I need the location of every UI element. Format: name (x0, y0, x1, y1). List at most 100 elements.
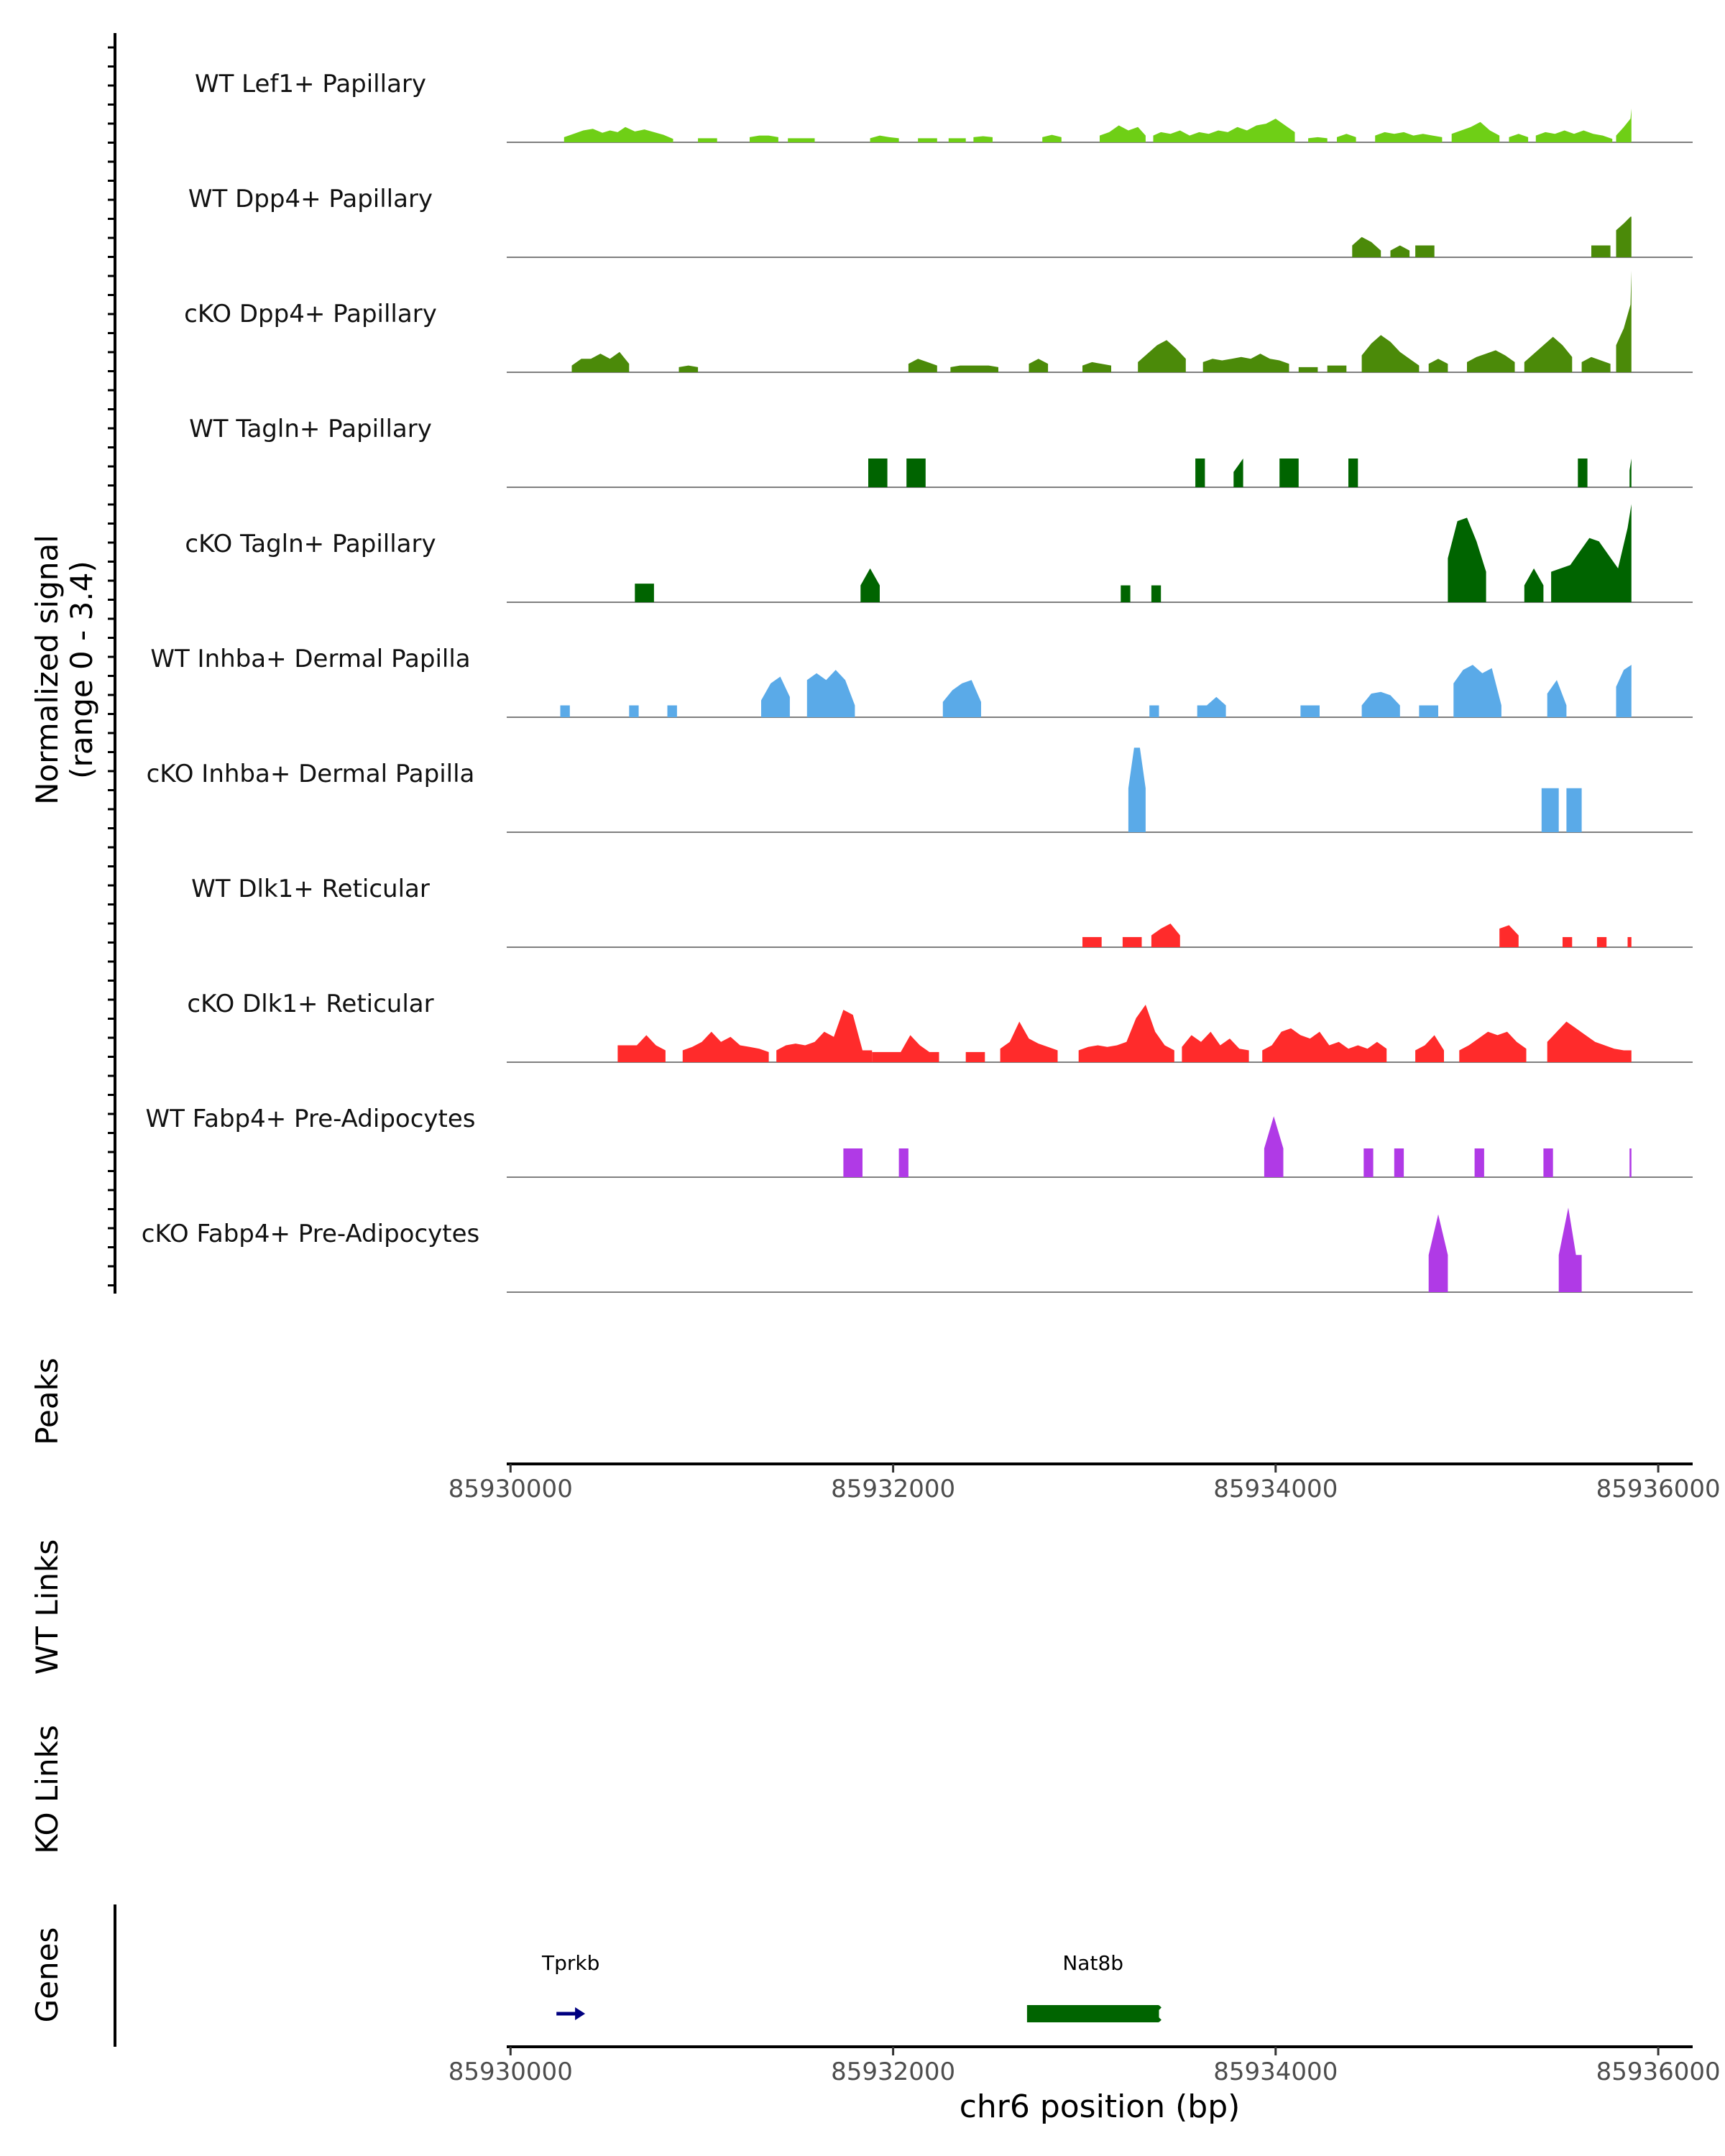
peaks-panel-label: Peaks (29, 1358, 65, 1445)
x-tick-label: 85930000 (448, 1475, 573, 1503)
signal-area (1524, 336, 1573, 372)
signal-area (635, 584, 654, 602)
signal-area (1202, 354, 1289, 372)
signal-area (1327, 365, 1347, 372)
signal-area (1300, 705, 1320, 717)
signal-area (948, 138, 966, 142)
signal-area (678, 365, 699, 372)
signal-area (1543, 1148, 1553, 1177)
x-tick-label: 85930000 (448, 2058, 573, 2086)
x-tick-label: 85932000 (831, 2058, 955, 2086)
signal-area (898, 1148, 908, 1177)
signal-area (682, 1031, 769, 1062)
x-tick-label: 85934000 (1213, 2058, 1338, 2086)
track-label: cKO Dpp4+ Papillary (184, 300, 437, 328)
signal-area (788, 138, 815, 142)
signal-area (806, 670, 855, 717)
signal-area (698, 138, 717, 142)
x-tick-label: 85936000 (1596, 2058, 1721, 2086)
signal-area (1197, 696, 1226, 717)
signal-area (1629, 459, 1632, 487)
signal-area (1264, 1116, 1284, 1177)
signal-area (1233, 459, 1243, 487)
y-axis-range: (range 0 - 3.4) (64, 561, 99, 779)
signal-area (1616, 216, 1632, 257)
signal-area (1535, 130, 1613, 142)
signal-area (1415, 1035, 1444, 1062)
track-label: cKO Fabp4+ Pre-Adipocytes (142, 1220, 480, 1248)
track: WT Dlk1+ Reticular (191, 875, 1693, 948)
signal-area (950, 365, 998, 372)
wt-links-panel-label: WT Links (29, 1539, 65, 1674)
signal-area (1524, 568, 1544, 602)
signal-area (942, 680, 981, 717)
signal-area (1042, 134, 1062, 142)
track: cKO Fabp4+ Pre-Adipocytes (142, 1207, 1693, 1293)
signal-area (1298, 367, 1318, 372)
signal-area (1352, 236, 1381, 257)
signal-area (1509, 134, 1529, 142)
signal-area (560, 705, 570, 717)
signal-area (870, 135, 899, 142)
track-label: WT Inhba+ Dermal Papilla (150, 645, 470, 673)
signal-area (1547, 1021, 1632, 1062)
signal-area (1558, 1207, 1582, 1292)
x-tick-label: 85934000 (1213, 1475, 1338, 1503)
signal-area (629, 705, 639, 717)
signal-area (1629, 1148, 1632, 1177)
signal-area (1153, 119, 1295, 142)
gene-annotations: Tprkb Nat8b (541, 1951, 1162, 2022)
signal-area (1474, 1148, 1484, 1177)
signal-area (1361, 691, 1400, 717)
signal-area (1128, 747, 1146, 832)
y-axis-title: Normalized signal (29, 535, 65, 805)
signal-area (1029, 359, 1049, 372)
signal-area (1578, 459, 1588, 487)
signal-area (860, 568, 880, 602)
peaks-x-ticks: 85930000 85932000 85934000 85936000 (448, 1464, 1721, 1503)
signal-area (1451, 121, 1500, 142)
signal-area (1394, 1148, 1404, 1177)
track-label: cKO Tagln+ Papillary (185, 530, 436, 558)
signal-area (1453, 665, 1501, 717)
signal-area (843, 1148, 862, 1177)
signal-area (761, 676, 790, 717)
signal-area (1616, 270, 1632, 372)
signal-area (1308, 137, 1328, 142)
track: WT Fabp4+ Pre-Adipocytes (146, 1105, 1693, 1178)
signal-area (1467, 350, 1515, 372)
signal-area (1499, 925, 1519, 947)
track-label: WT Tagln+ Papillary (189, 415, 432, 443)
signal-area (1082, 361, 1111, 372)
x-tick-label: 85932000 (831, 1475, 955, 1503)
track: WT Tagln+ Papillary (189, 415, 1693, 488)
signal-area (1459, 1031, 1527, 1062)
signal-area (1627, 936, 1632, 947)
signal-area (1616, 665, 1632, 717)
track-label: WT Dlk1+ Reticular (191, 875, 430, 903)
signal-tracks: WT Lef1+ Papillary WT Dpp4+ Papillary cKO … (142, 70, 1693, 1293)
track-label: cKO Dlk1+ Reticular (187, 990, 433, 1018)
y-minor-ticks (108, 46, 115, 1286)
gene-body (1026, 2005, 1159, 2022)
signal-area (1428, 359, 1448, 372)
x-axis-title: chr6 position (bp) (960, 2088, 1241, 2125)
signal-area (906, 459, 926, 487)
track: WT Dpp4+ Papillary (188, 185, 1693, 258)
signal-area (1551, 504, 1632, 602)
track-label: cKO Inhba+ Dermal Papilla (147, 760, 475, 788)
track: WT Lef1+ Papillary (195, 70, 1693, 143)
signal-area (1078, 1005, 1174, 1062)
signal-area (1182, 1031, 1249, 1062)
signal-area (564, 126, 673, 142)
track-label: WT Dpp4+ Papillary (188, 185, 433, 213)
signal-area (1279, 459, 1299, 487)
signal-area (1361, 335, 1420, 372)
signal-area (1262, 1028, 1387, 1062)
signal-area (868, 459, 888, 487)
signal-area (1082, 936, 1102, 947)
signal-area (1563, 936, 1573, 947)
track-label: WT Fabp4+ Pre-Adipocytes (146, 1105, 476, 1133)
genes-x-ticks: 85930000 85932000 85934000 85936000 (448, 2047, 1721, 2086)
